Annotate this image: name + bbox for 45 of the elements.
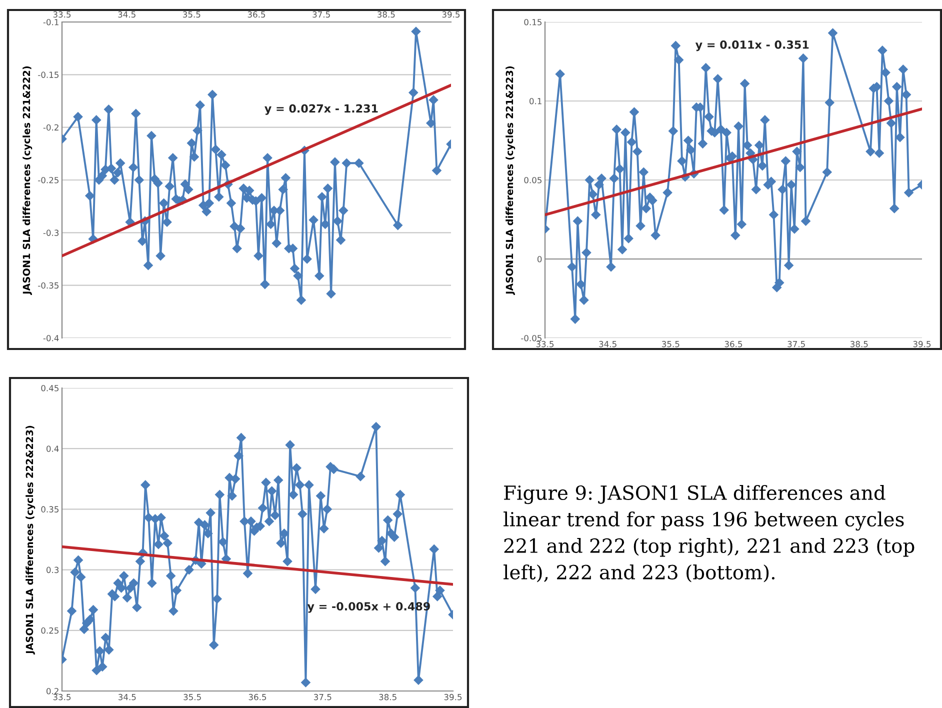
x-tick-label: 34.5 bbox=[599, 340, 616, 348]
x-tick-label: 38.5 bbox=[378, 11, 395, 18]
y-tick-label: -0.35 bbox=[38, 282, 58, 289]
annotation: y = 0.011x - 0.351 bbox=[695, 40, 809, 52]
y-axis-title: JASON1 SLA differences (cycles 221&223) bbox=[506, 66, 516, 295]
x-tick-label: 35.5 bbox=[184, 694, 201, 700]
y-axis-title: JASON1 SLA differences (cycles 221&222) bbox=[22, 66, 32, 295]
y-tick-label: -0.15 bbox=[38, 72, 58, 78]
y-axis-title: JASON1 SLA differences (cycles 222&223) bbox=[26, 426, 36, 654]
x-tick-label: 37.5 bbox=[312, 11, 330, 18]
x-tick-label: 37.5 bbox=[788, 340, 805, 348]
y-tick-label: 0.3 bbox=[46, 566, 59, 574]
y-tick-label: 0.2 bbox=[46, 688, 58, 694]
y-tick-label: 0.35 bbox=[41, 506, 58, 512]
y-tick-label: -0.4 bbox=[43, 334, 59, 342]
y-tick-label: 0.05 bbox=[524, 176, 542, 184]
x-tick-label: 33.5 bbox=[53, 694, 71, 700]
y-tick-label: 0.45 bbox=[41, 384, 58, 392]
x-tick-label: 38.5 bbox=[850, 340, 868, 348]
y-tick-label: -0.1 bbox=[43, 18, 58, 26]
x-tick-label: 39.5 bbox=[913, 340, 931, 348]
y-tick-label: 0.15 bbox=[524, 18, 542, 26]
y-tick-label: 0.4 bbox=[46, 446, 59, 452]
x-tick-label: 35.5 bbox=[183, 11, 200, 18]
x-tick-label: 36.5 bbox=[724, 340, 742, 348]
x-tick-label: 34.5 bbox=[118, 694, 136, 700]
x-tick-label: 34.5 bbox=[118, 11, 136, 18]
x-tick-label: 37.5 bbox=[314, 694, 332, 700]
y-tick-label: -0.05 bbox=[521, 334, 542, 342]
x-tick-label: 38.5 bbox=[379, 694, 396, 700]
y-tick-label: -0.25 bbox=[38, 176, 58, 184]
y-tick-label: -0.3 bbox=[43, 230, 59, 236]
caption: Figure 9: JASON1 SLA differences and linear trend for pass 196 between cycles 221 and 222 (top right), 221 and 223 (top left), 222 and 223 (bottom). bbox=[504, 485, 914, 582]
y-tick-label: 0.1 bbox=[530, 98, 542, 104]
annotation: y = 0.027x - 1.231 bbox=[264, 104, 378, 115]
x-tick-label: 33.5 bbox=[536, 340, 554, 348]
x-tick-label: 35.5 bbox=[662, 340, 680, 348]
x-tick-label: 33.5 bbox=[53, 11, 71, 18]
y-tick-label: 0 bbox=[537, 256, 542, 262]
x-tick-label: 39.5 bbox=[444, 694, 462, 700]
x-tick-label: 39.5 bbox=[442, 11, 460, 18]
y-tick-label: 0.25 bbox=[41, 627, 58, 634]
x-tick-label: 36.5 bbox=[248, 694, 266, 700]
x-tick-label: 36.5 bbox=[248, 11, 266, 18]
y-tick-label: -0.2 bbox=[43, 124, 58, 131]
